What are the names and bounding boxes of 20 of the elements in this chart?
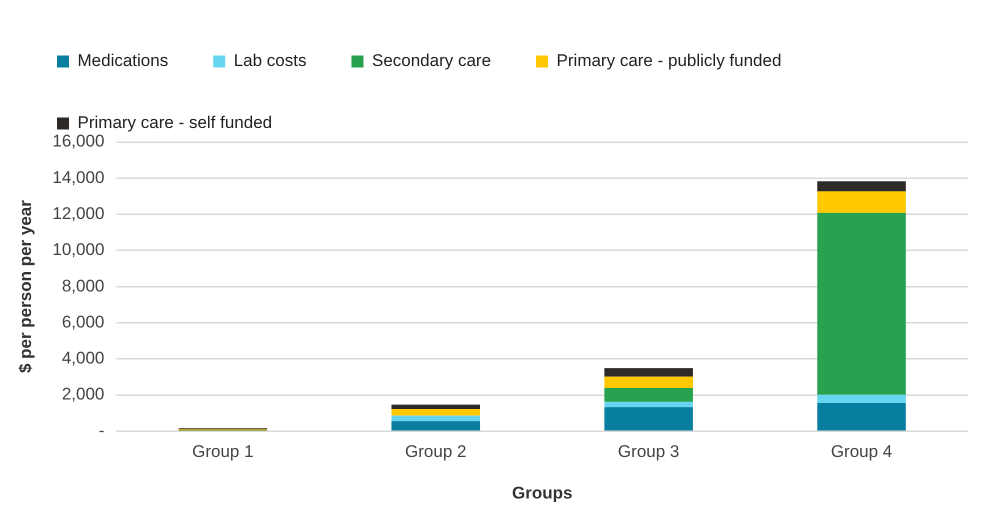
y-tick-label: 14,000	[52, 168, 104, 187]
legend-label: Lab costs	[234, 51, 306, 70]
x-tick-label: Group 3	[618, 442, 680, 462]
x-tick-label: Group 1	[192, 442, 254, 462]
y-tick-label: 2,000	[62, 384, 104, 404]
y-tick-label: 4,000	[62, 348, 104, 368]
y-tick-label: 16,000	[52, 132, 104, 151]
y-tick-label: 10,000	[52, 240, 104, 260]
y-tick-label: 6,000	[62, 312, 104, 332]
y-tick-label: 12,000	[52, 204, 104, 223]
y-tick-label: 8,000	[62, 276, 104, 296]
x-axis-title: Groups	[512, 483, 572, 502]
legend-label: Primary care - self funded	[78, 113, 272, 132]
legend-label: Primary care - publicly funded	[556, 51, 782, 70]
x-tick-label: Group 2	[405, 442, 466, 462]
y-tick-label: -	[98, 420, 104, 440]
x-tick-label: Group 4	[830, 442, 892, 462]
legend-label: Secondary care	[372, 51, 492, 70]
legend-label: Medications	[78, 51, 168, 70]
y-axis-title: $ per person per year	[16, 200, 35, 374]
